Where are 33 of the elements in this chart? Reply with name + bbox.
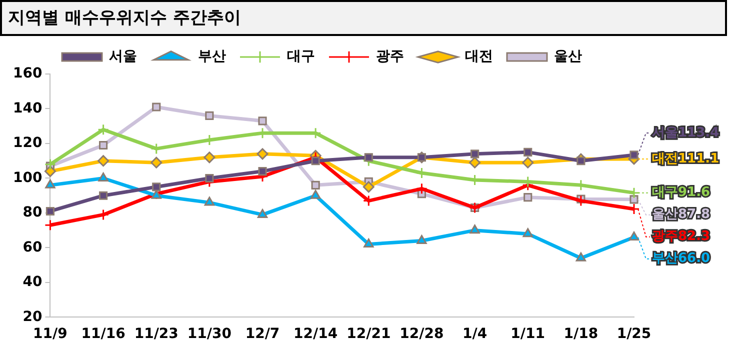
y-tick-label: 160	[12, 66, 42, 82]
x-tick-label: 1/4	[462, 326, 488, 342]
x-tick-label: 12/28	[400, 326, 444, 342]
legend-label: 광주	[376, 48, 404, 65]
x-tick-label: 12/7	[245, 326, 280, 342]
x-tick-label: 11/9	[33, 326, 68, 342]
x-tick-label: 11/16	[81, 326, 126, 342]
legend-label: 서울	[109, 48, 137, 65]
x-tick-label: 12/21	[346, 326, 391, 342]
legend-label: 대구	[287, 48, 315, 65]
annotation: 울산87.8	[652, 207, 710, 222]
y-tick-label: 140	[12, 100, 42, 116]
legend-label: 대전	[465, 48, 493, 65]
annotation: 광주82.3	[652, 229, 710, 244]
chart-title: 지역별 매수우위지수 주간추이	[0, 0, 727, 36]
x-tick-label: 1/11	[510, 326, 546, 342]
y-tick-label: 40	[22, 274, 42, 290]
x-tick-label: 1/18	[564, 326, 598, 342]
annotation: 부산66.0	[652, 251, 710, 266]
legend-label: 부산	[198, 48, 226, 65]
y-tick-label: 20	[22, 308, 42, 325]
y-tick-label: 60	[22, 239, 42, 256]
annotation: 대구91.6	[652, 185, 710, 200]
x-tick-label: 11/23	[134, 326, 178, 342]
x-tick-label: 12/14	[294, 326, 338, 342]
x-tick-label: 11/30	[187, 326, 232, 342]
legend-label: 울산	[554, 48, 582, 65]
y-tick-label: 100	[12, 170, 42, 186]
y-tick-label: 80	[22, 204, 42, 221]
annotation: 서울113.4	[652, 125, 720, 140]
x-tick-label: 1/25	[616, 326, 652, 342]
y-tick-label: 120	[12, 135, 42, 152]
annotation: 대전111.1	[652, 151, 720, 166]
